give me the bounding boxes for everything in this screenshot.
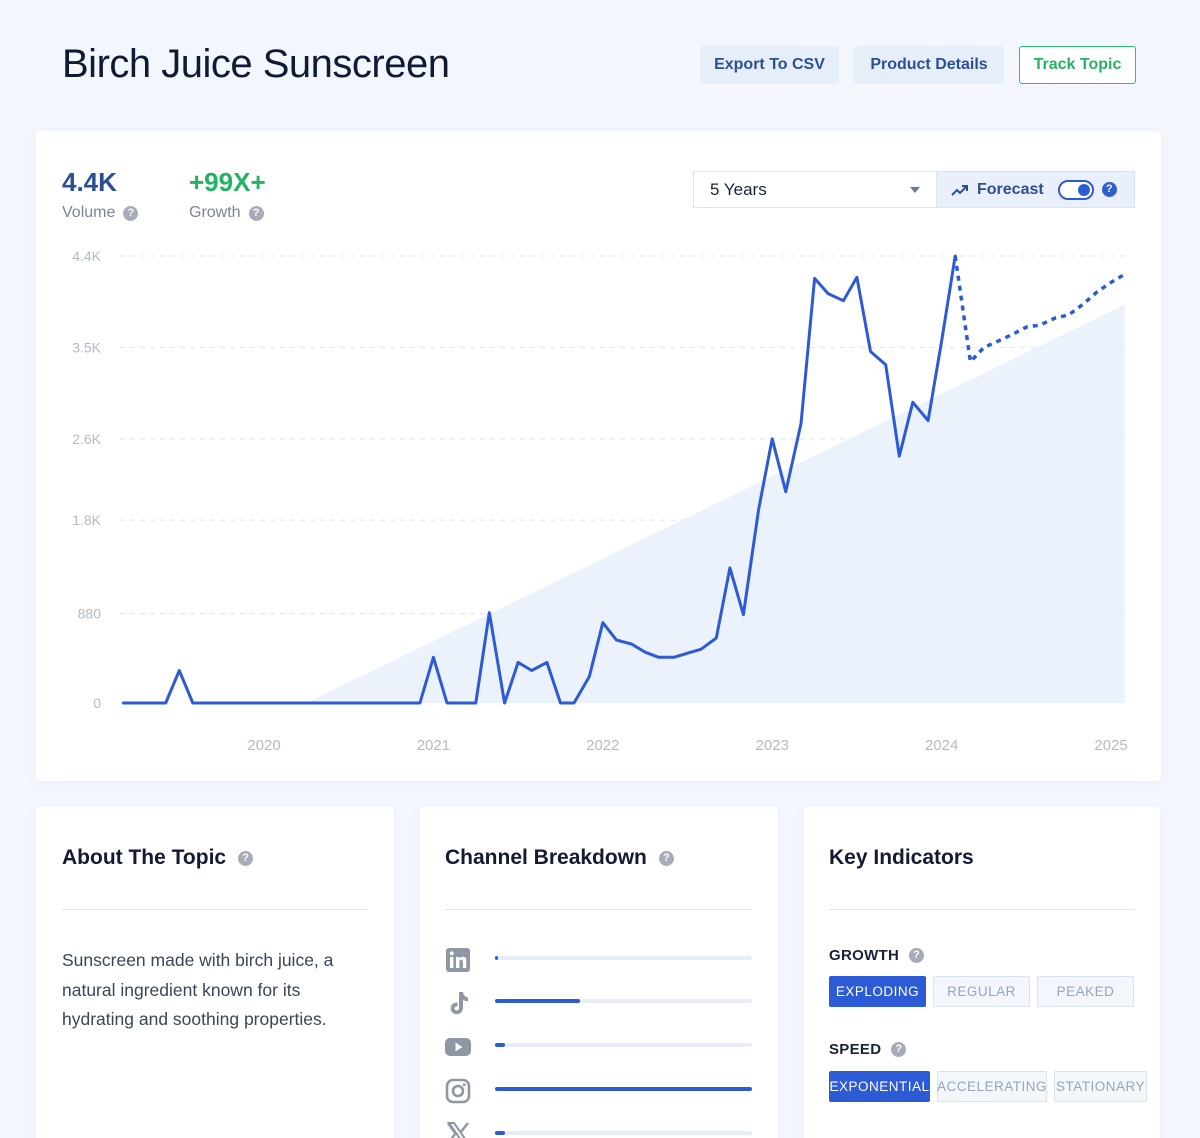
growth-option: REGULAR (933, 976, 1030, 1007)
y-tick-label: 0 (93, 695, 101, 711)
time-range-value: 5 Years (710, 179, 767, 199)
x-tick-label: 2022 (586, 737, 619, 754)
indicators-title: Key Indicators (829, 846, 974, 869)
x-tick-label: 2024 (925, 737, 958, 754)
export-csv-button[interactable]: Export To CSV (700, 46, 839, 84)
x-tick-label: 2021 (417, 737, 450, 754)
speed-option: STATIONARY (1054, 1071, 1147, 1102)
youtube-icon (445, 1038, 471, 1056)
forecast-toggle[interactable] (1057, 179, 1094, 200)
x-icon (447, 1122, 469, 1138)
x-tick-label: 2023 (756, 737, 789, 754)
youtube-bar (495, 1043, 752, 1047)
about-title: About The Topic ? (62, 846, 254, 870)
x-bar-fill (495, 1131, 506, 1135)
linkedin-bar-fill (495, 956, 498, 960)
linkedin-icon (446, 948, 470, 972)
trend-area (306, 304, 1125, 703)
y-tick-label: 1.8K (72, 512, 101, 528)
forecast-label: Forecast (977, 180, 1044, 198)
help-icon[interactable]: ? (658, 850, 674, 866)
speed-indicator-label-text: SPEED (829, 1041, 882, 1058)
youtube-bar-fill (495, 1043, 506, 1047)
y-tick-label: 880 (78, 606, 102, 622)
growth-option: PEAKED (1037, 976, 1134, 1007)
instagram-bar (495, 1087, 752, 1091)
speed-option: EXPONENTIAL (829, 1071, 930, 1102)
channel-title-text: Channel Breakdown (445, 846, 647, 869)
track-topic-button[interactable]: Track Topic (1019, 46, 1136, 84)
linkedin-bar (495, 956, 752, 960)
divider (445, 909, 752, 910)
product-details-button[interactable]: Product Details (854, 46, 1004, 84)
growth-label: Growth ? (189, 204, 264, 222)
about-description: Sunscreen made with birch juice, a natur… (62, 950, 334, 1029)
x-bar (495, 1131, 752, 1135)
help-icon[interactable]: ? (891, 1042, 907, 1057)
trending-up-icon (951, 184, 968, 196)
y-tick-label: 2.6K (72, 431, 101, 447)
growth-indicator-label-text: GROWTH (829, 947, 900, 964)
x-tick-label: 2020 (247, 737, 280, 754)
speed-indicator-label: SPEED ? (829, 1041, 907, 1058)
x-tick-label: 2025 (1094, 737, 1127, 754)
time-range-select[interactable]: 5 Years (693, 171, 937, 208)
volume-value: 4.4K (62, 167, 117, 197)
forecast-line (953, 255, 1126, 364)
help-icon[interactable]: ? (238, 850, 254, 866)
tiktok-bar (495, 999, 752, 1003)
page-title: Birch Juice Sunscreen (62, 42, 450, 86)
channel-breakdown-card (420, 807, 778, 1138)
instagram-icon (445, 1078, 471, 1104)
y-tick-label: 3.5K (72, 339, 101, 355)
divider (829, 909, 1135, 910)
volume-label-text: Volume (62, 204, 116, 221)
y-tick-label: 4.4K (72, 248, 101, 264)
help-icon[interactable]: ? (1101, 182, 1117, 197)
volume-label: Volume ? (62, 204, 139, 222)
channel-title: Channel Breakdown ? (445, 846, 674, 870)
growth-value: +99X+ (189, 167, 266, 197)
forecast-control: Forecast ? (936, 171, 1135, 208)
divider (62, 909, 368, 910)
volume-line (121, 254, 957, 705)
toggle-knob (1077, 183, 1090, 196)
instagram-bar-fill (495, 1087, 752, 1091)
help-icon[interactable]: ? (123, 205, 139, 221)
tiktok-bar-fill (495, 999, 580, 1003)
chevron-down-icon (910, 187, 920, 193)
help-icon[interactable]: ? (909, 948, 925, 963)
growth-option: EXPLODING (829, 976, 926, 1007)
growth-label-text: Growth (189, 204, 241, 221)
tiktok-icon (450, 992, 468, 1015)
about-title-text: About The Topic (62, 846, 227, 869)
about-card (36, 807, 394, 1138)
trend-chart: 0 880 1.8K 2.6K 3.5K 4.4K 2020 2021 2022 2023 2024… (72, 248, 1128, 754)
help-icon[interactable]: ? (248, 205, 264, 221)
speed-option: ACCELERATING (937, 1071, 1047, 1102)
growth-indicator-label: GROWTH ? (829, 947, 925, 964)
